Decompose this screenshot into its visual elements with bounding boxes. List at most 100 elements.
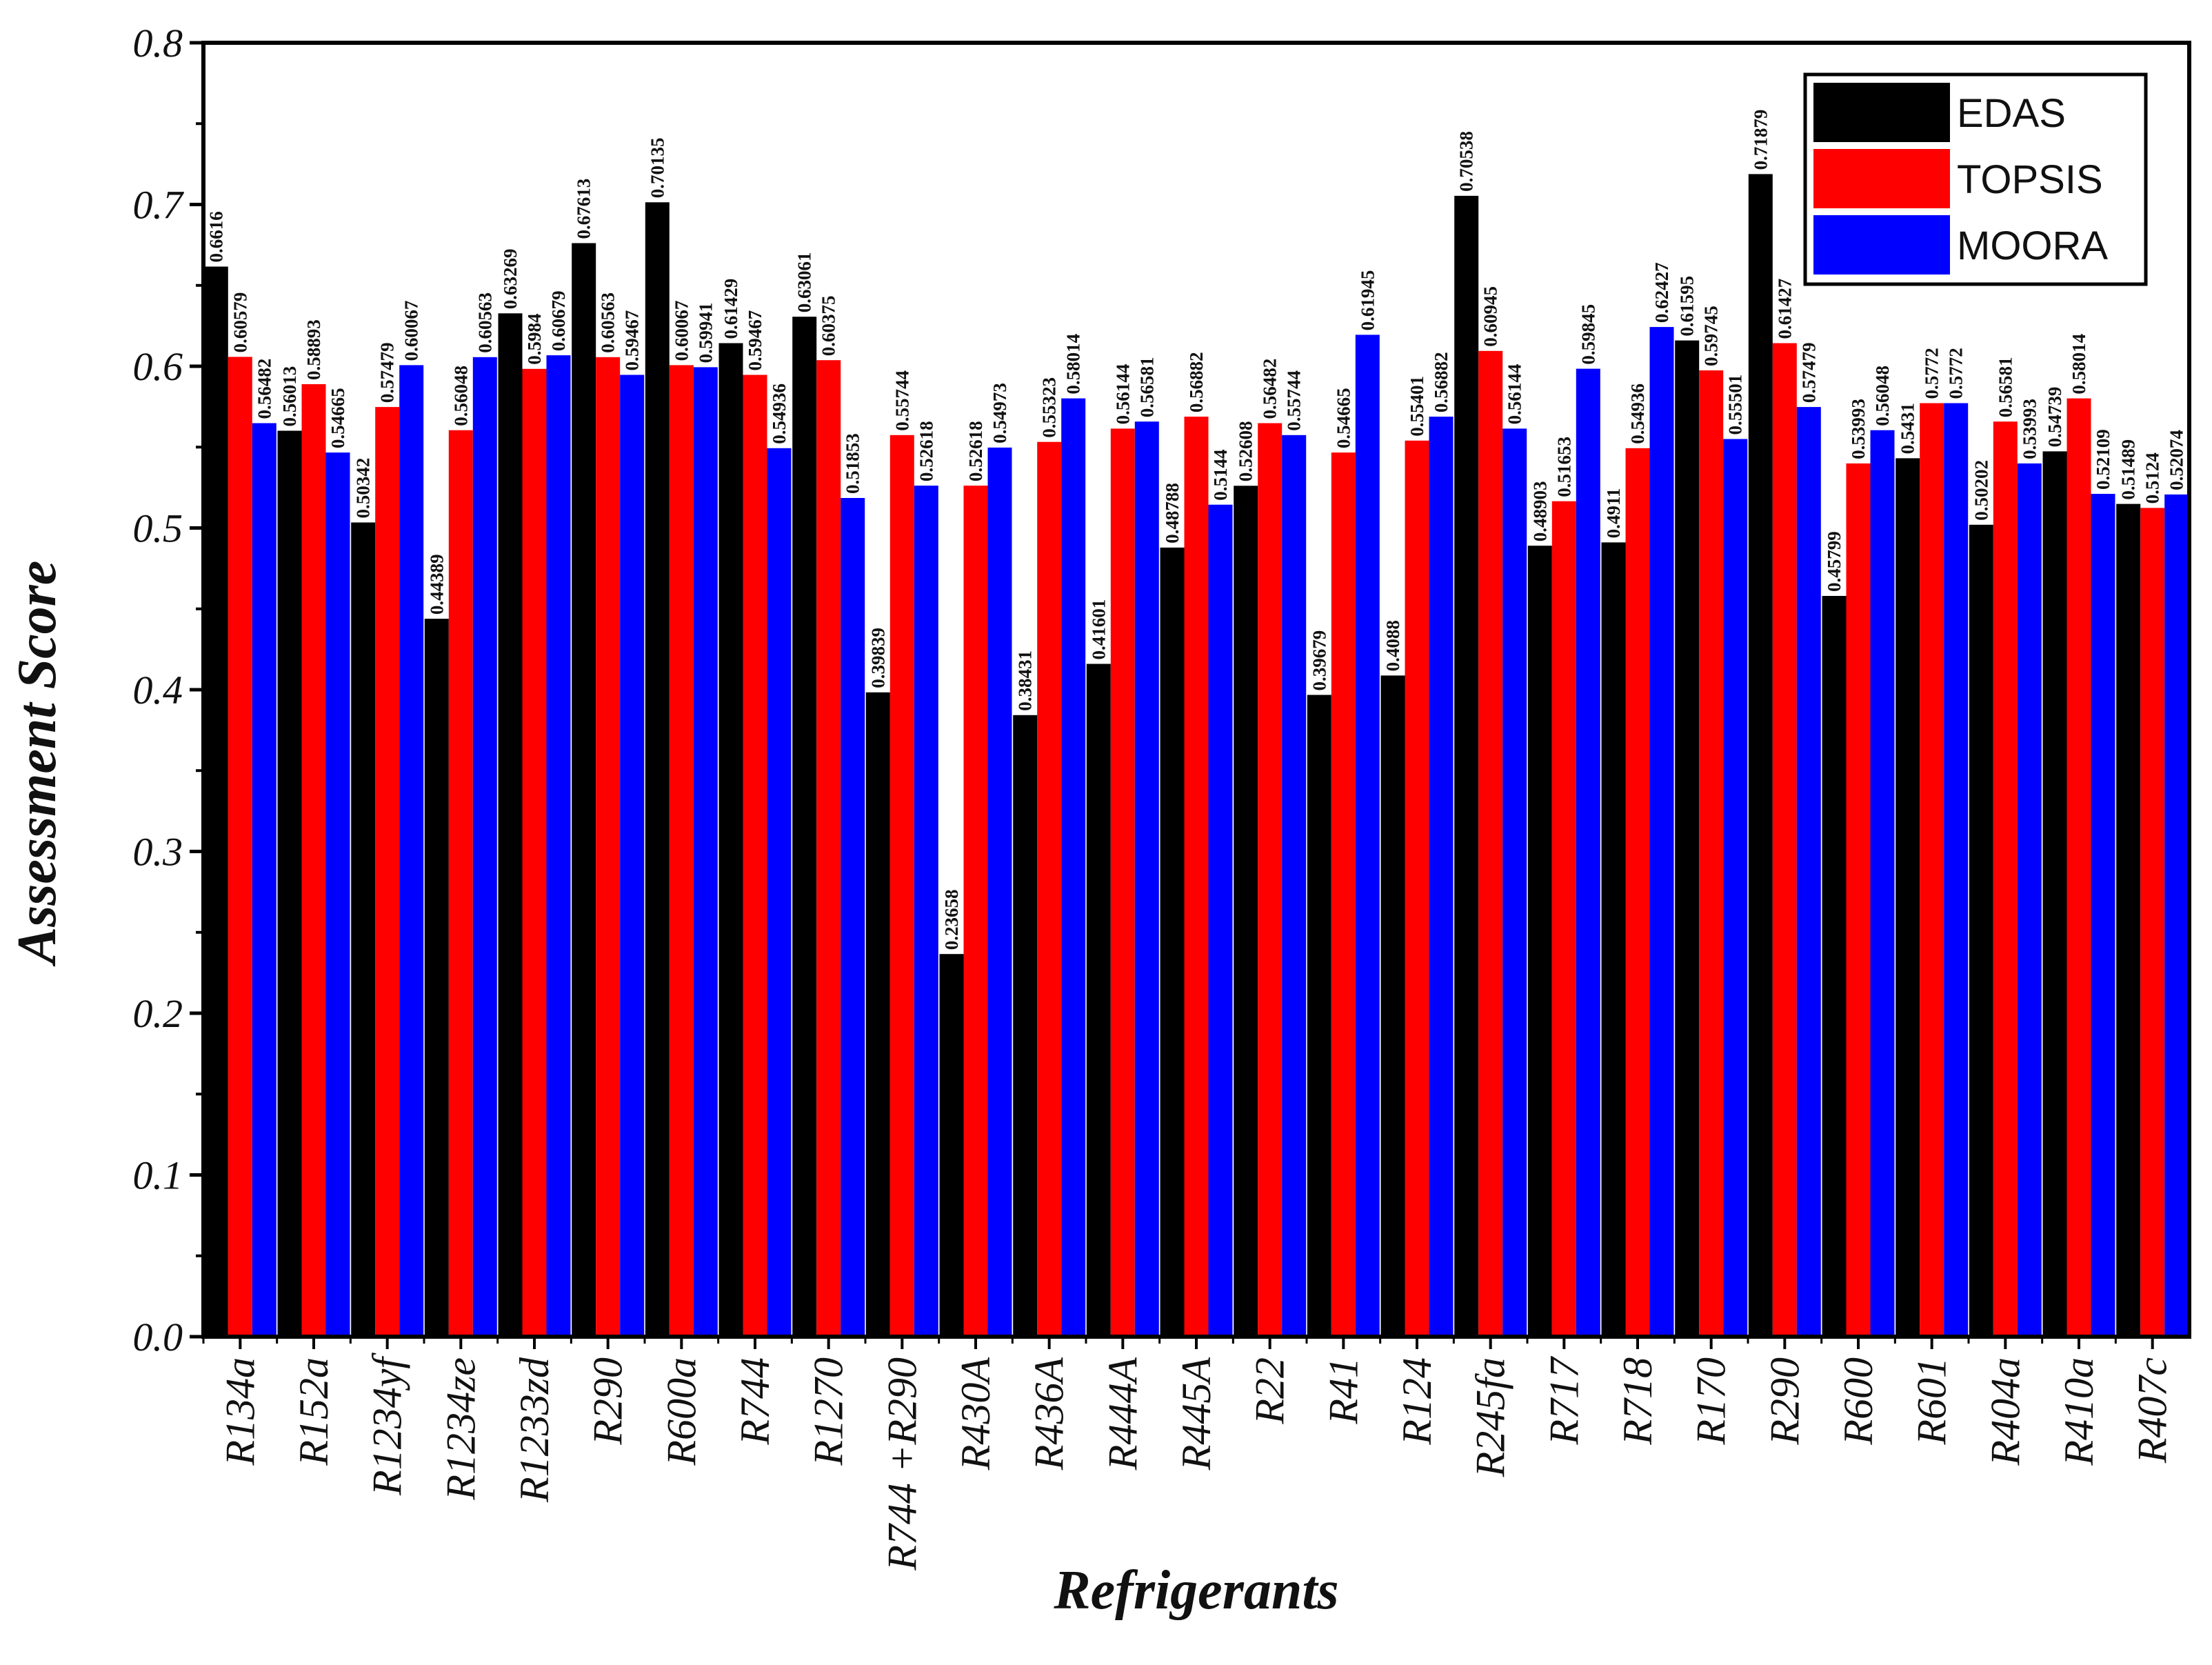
data-label-moora-27: 0.52074 xyxy=(2166,430,2187,490)
data-label-topsis-9: 0.60375 xyxy=(818,295,839,356)
data-label-topsis-22: 0.61427 xyxy=(1774,279,1795,339)
x-tick-label: R717 xyxy=(1541,1355,1587,1446)
data-label-moora-5: 0.60679 xyxy=(548,290,569,351)
x-tick-label: R430A xyxy=(953,1357,998,1471)
data-label-topsis-27: 0.5124 xyxy=(2142,452,2163,504)
bar-edas-12 xyxy=(1013,715,1038,1337)
data-label-moora-16: 0.61945 xyxy=(1357,270,1378,331)
bar-topsis-25 xyxy=(1993,421,2018,1337)
x-tick-label: R1233zd xyxy=(512,1357,557,1503)
data-label-edas-25: 0.50202 xyxy=(1971,460,1991,521)
bar-moora-20 xyxy=(1649,327,1674,1337)
data-label-edas-26: 0.54739 xyxy=(2044,387,2065,448)
data-label-moora-7: 0.59941 xyxy=(695,303,716,363)
bar-edas-16 xyxy=(1307,695,1331,1337)
bars-layer xyxy=(203,174,2189,1337)
data-label-topsis-10: 0.55744 xyxy=(892,370,912,431)
data-label-moora-12: 0.58014 xyxy=(1063,334,1084,395)
x-tick-label: R1270 xyxy=(806,1357,852,1466)
bar-edas-13 xyxy=(1086,664,1111,1337)
bar-topsis-3 xyxy=(375,407,400,1337)
data-label-moora-2: 0.54665 xyxy=(328,388,348,448)
y-axis-title: Assessment Score xyxy=(7,561,68,968)
x-tick-label: R290 xyxy=(1762,1357,1807,1446)
bar-moora-14 xyxy=(1208,504,1233,1337)
data-label-edas-12: 0.38431 xyxy=(1015,650,1036,711)
bar-moora-16 xyxy=(1355,335,1380,1337)
bar-moora-5 xyxy=(546,355,571,1337)
data-label-topsis-4: 0.56048 xyxy=(450,366,471,426)
bar-edas-25 xyxy=(1969,524,1993,1337)
bar-edas-7 xyxy=(645,202,670,1337)
x-tick-label: R124 xyxy=(1394,1357,1440,1446)
bar-moora-10 xyxy=(914,486,938,1337)
bar-edas-17 xyxy=(1380,675,1405,1337)
bar-moora-6 xyxy=(620,375,645,1337)
data-label-moora-17: 0.56882 xyxy=(1431,352,1451,412)
data-label-edas-15: 0.52608 xyxy=(1236,421,1256,482)
bar-edas-21 xyxy=(1675,340,1700,1337)
data-label-moora-21: 0.55501 xyxy=(1725,375,1746,435)
data-label-edas-8: 0.61429 xyxy=(721,279,741,339)
x-tick-label: R404a xyxy=(1982,1357,2028,1466)
data-label-topsis-20: 0.54936 xyxy=(1627,383,1648,444)
data-label-moora-26: 0.52109 xyxy=(2093,429,2113,490)
data-label-topsis-15: 0.56482 xyxy=(1260,359,1280,419)
data-label-edas-4: 0.44389 xyxy=(426,554,447,615)
bar-edas-3 xyxy=(351,522,376,1337)
bar-moora-3 xyxy=(399,365,424,1337)
data-label-moora-10: 0.52618 xyxy=(916,421,936,481)
bar-moora-4 xyxy=(472,357,497,1337)
bar-topsis-11 xyxy=(963,486,988,1337)
data-label-edas-5: 0.63269 xyxy=(500,249,521,310)
data-label-moora-11: 0.54973 xyxy=(989,383,1010,443)
data-label-moora-6: 0.59467 xyxy=(622,310,643,371)
data-label-moora-14: 0.5144 xyxy=(1210,449,1231,500)
x-tick-label: R744 xyxy=(732,1357,778,1446)
x-tick-label: R410a xyxy=(2056,1357,2102,1466)
legend-label-edas: EDAS xyxy=(1957,91,2066,136)
data-label-topsis-7: 0.60067 xyxy=(671,301,692,361)
data-label-topsis-24: 0.5772 xyxy=(1922,348,1942,399)
y-tick-label: 0.0 xyxy=(133,1315,183,1359)
bar-topsis-4 xyxy=(448,430,473,1337)
bar-moora-27 xyxy=(2164,494,2189,1337)
x-axis-title: Refrigerants xyxy=(1053,1560,1338,1621)
bar-moora-2 xyxy=(325,452,350,1337)
data-label-moora-25: 0.53993 xyxy=(2019,399,2040,459)
data-label-moora-24: 0.5772 xyxy=(1946,348,1967,399)
bar-moora-21 xyxy=(1723,439,1748,1337)
y-tick-label: 0.7 xyxy=(133,183,185,228)
x-tick-label: R1234yf xyxy=(365,1353,410,1496)
data-label-topsis-14: 0.56882 xyxy=(1186,352,1207,412)
data-label-topsis-23: 0.53993 xyxy=(1848,399,1869,459)
bar-edas-24 xyxy=(1896,458,1920,1337)
data-label-edas-1: 0.6616 xyxy=(205,211,226,262)
bar-moora-7 xyxy=(693,367,718,1337)
axes-layer: 0.0 0.1 0.2 0.3 0.4 0.5 0.6 0.7 0.8 R134a R152a R12… xyxy=(133,21,2191,1571)
data-label-moora-4: 0.60563 xyxy=(474,292,495,353)
bar-edas-5 xyxy=(498,313,523,1337)
data-label-topsis-17: 0.55401 xyxy=(1407,376,1427,437)
bar-topsis-24 xyxy=(1920,403,1944,1337)
x-tick-label: R445A xyxy=(1174,1357,1219,1471)
bar-moora-19 xyxy=(1576,368,1600,1337)
bar-topsis-15 xyxy=(1258,423,1283,1337)
x-tick-label: R600a xyxy=(658,1357,704,1466)
data-label-edas-19: 0.48903 xyxy=(1529,481,1550,541)
data-label-topsis-3: 0.57479 xyxy=(377,342,398,403)
legend: EDAS TOPSIS MOORA xyxy=(1803,72,2148,286)
x-tick-label: R600 xyxy=(1836,1357,1881,1446)
bar-topsis-9 xyxy=(816,360,841,1337)
data-label-moora-9: 0.51853 xyxy=(843,433,863,494)
bar-moora-25 xyxy=(2017,463,2042,1337)
data-label-edas-22: 0.71879 xyxy=(1750,110,1771,170)
data-label-edas-2: 0.56013 xyxy=(279,366,300,427)
bar-topsis-23 xyxy=(1846,463,1871,1337)
x-tick-label: R718 xyxy=(1615,1357,1660,1446)
bar-topsis-19 xyxy=(1551,501,1576,1337)
bar-moora-13 xyxy=(1134,421,1159,1337)
legend-swatch-edas xyxy=(1813,83,1950,142)
bar-topsis-16 xyxy=(1331,452,1356,1337)
